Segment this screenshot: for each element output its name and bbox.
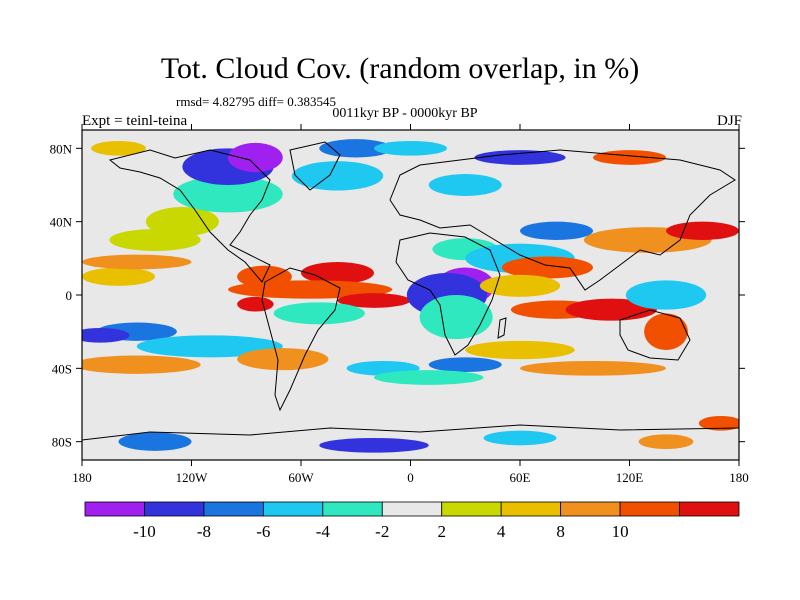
- anomaly-region: [374, 370, 484, 385]
- anomaly-fields: [82, 139, 739, 453]
- anomaly-region: [419, 295, 493, 339]
- anomaly-region: [91, 141, 146, 156]
- anomaly-region: [698, 416, 739, 431]
- colorbar-label: -2: [375, 522, 389, 541]
- anomaly-region: [145, 207, 219, 237]
- colorbar-label: 4: [497, 522, 506, 541]
- anomaly-region: [319, 438, 429, 453]
- anomaly-region: [625, 280, 707, 310]
- colorbar-label: -10: [133, 522, 156, 541]
- anomaly-region: [428, 174, 502, 196]
- y-tick-label: 40S: [52, 361, 72, 376]
- stats-line: rmsd= 4.82795 diff= 0.383545: [176, 94, 336, 109]
- colorbar-label: -6: [256, 522, 270, 541]
- anomaly-region: [237, 296, 274, 312]
- colorbar-swatch: [619, 501, 680, 517]
- anomaly-region: [273, 302, 365, 325]
- y-tick-label: 0: [66, 288, 73, 303]
- colorbar-swatch: [262, 501, 324, 517]
- colorbar-swatch: [84, 501, 145, 517]
- x-axis: 180 120W 60W 0 60E 120E 180: [72, 124, 749, 485]
- x-tick-label: 180: [729, 470, 749, 485]
- x-tick-label: 0: [407, 470, 414, 485]
- colorbar: -10 -8 -6 -4 -2 2 4 8 10: [84, 501, 740, 541]
- anomaly-region: [479, 274, 561, 297]
- x-tick-label: 120E: [616, 470, 644, 485]
- anomaly-region: [237, 348, 329, 371]
- x-tick-label: 120W: [176, 470, 209, 485]
- anomaly-region: [301, 262, 374, 284]
- anomaly-region: [465, 340, 575, 360]
- anomaly-region: [666, 221, 739, 240]
- anomaly-region: [520, 361, 666, 376]
- y-tick-label: 80N: [50, 141, 73, 156]
- colorbar-label: -8: [197, 522, 211, 541]
- colorbar-swatch: [500, 501, 562, 517]
- colorbar-swatch: [381, 501, 443, 517]
- anomaly-region: [644, 313, 688, 350]
- anomaly-region: [82, 328, 130, 343]
- anomaly-region: [228, 142, 283, 173]
- colorbar-swatch: [679, 501, 740, 517]
- colorbar-label: -4: [316, 522, 331, 541]
- season-label: DJF: [716, 113, 742, 129]
- anomaly-region: [82, 355, 201, 374]
- coastlines: [82, 141, 739, 441]
- y-tick-label: 80S: [52, 435, 72, 450]
- anomaly-region: [483, 430, 557, 446]
- colorbar-label: 8: [556, 522, 565, 541]
- anomaly-region: [337, 293, 411, 308]
- colorbar-swatch: [560, 501, 621, 517]
- y-tick-label: 40N: [50, 215, 73, 230]
- colorbar-label: 2: [437, 522, 446, 541]
- colorbar-label: 10: [612, 522, 629, 541]
- x-tick-label: 60E: [510, 470, 531, 485]
- experiment-label: Expt = teinl-teina: [82, 113, 188, 129]
- anomaly-region: [136, 335, 283, 358]
- x-tick-label: 180: [72, 470, 92, 485]
- anomaly-region: [82, 267, 155, 286]
- anomaly-region: [374, 141, 447, 156]
- colorbar-swatch: [322, 501, 383, 517]
- colorbar-swatch: [144, 501, 205, 517]
- anomaly-region: [474, 150, 566, 165]
- anomaly-region: [118, 432, 192, 451]
- anomaly-region: [173, 175, 283, 213]
- anomaly-region: [428, 357, 502, 372]
- colorbar-swatch: [203, 501, 264, 517]
- period-label: 0011kyr BP - 0000kyr BP: [332, 106, 478, 121]
- anomaly-region: [82, 254, 192, 270]
- plot-title: Tot. Cloud Cov. (random overlap, in %): [160, 52, 640, 85]
- anomaly-region: [501, 256, 593, 279]
- anomaly-region: [520, 221, 593, 240]
- anomaly-region: [638, 434, 694, 449]
- x-tick-label: 60W: [288, 470, 314, 485]
- anomaly-region: [228, 280, 393, 299]
- colorbar-swatch: [441, 501, 502, 517]
- y-axis: 80N 40N 0 40S 80S: [50, 141, 745, 450]
- anomaly-region: [291, 161, 384, 191]
